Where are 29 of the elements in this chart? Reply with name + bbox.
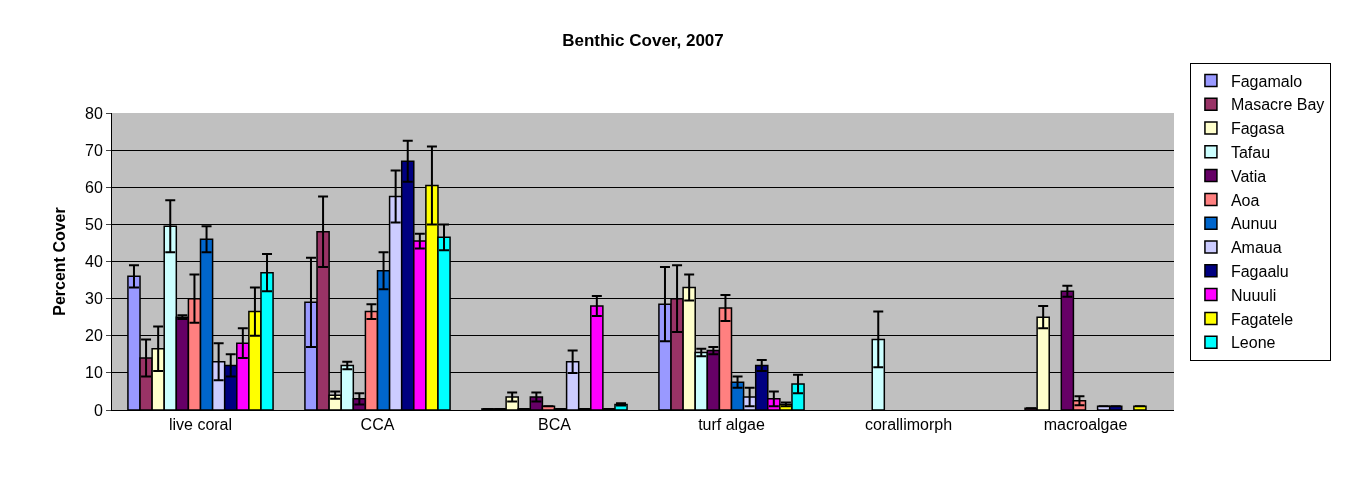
y-tick-label: 80 [85, 104, 103, 122]
legend-label: Masacre Bay [1230, 96, 1325, 114]
x-tick-label: CCA [360, 416, 395, 434]
legend-label: Fagamalo [1230, 72, 1303, 90]
x-tick-label: turf algae [698, 416, 765, 434]
y-tick-label: 60 [85, 178, 103, 196]
x-tick-label: live coral [168, 416, 233, 434]
y-tick-label: 0 [93, 401, 103, 419]
y-tick-label: 30 [85, 290, 103, 308]
y-tick-label: 70 [85, 141, 103, 159]
legend-label: Fagatele [1230, 310, 1294, 328]
y-tick-label: 40 [85, 253, 103, 271]
legend-label: Amaua [1230, 239, 1282, 257]
legend-label: Aunuu [1230, 215, 1278, 233]
y-tick-label: 20 [85, 327, 103, 345]
y-tick-label: 50 [85, 215, 103, 233]
chart-title: Benthic Cover, 2007 [562, 30, 724, 50]
legend-label: Fagasa [1230, 120, 1285, 138]
legend-label: Vatia [1230, 167, 1267, 185]
legend-label: Aoa [1230, 191, 1260, 209]
legend-label: Tafau [1230, 144, 1271, 162]
y-axis-title: Percent Cover [50, 207, 68, 316]
x-tick-label: corallimorph [864, 416, 953, 434]
legend-label: Leone [1230, 334, 1276, 352]
legend-label: Nuuuli [1230, 286, 1277, 304]
x-tick-label: BCA [538, 416, 572, 434]
legend-label: Fagaalu [1230, 263, 1289, 281]
y-tick-label: 10 [85, 364, 103, 382]
x-tick-label: macroalgae [1043, 416, 1128, 434]
